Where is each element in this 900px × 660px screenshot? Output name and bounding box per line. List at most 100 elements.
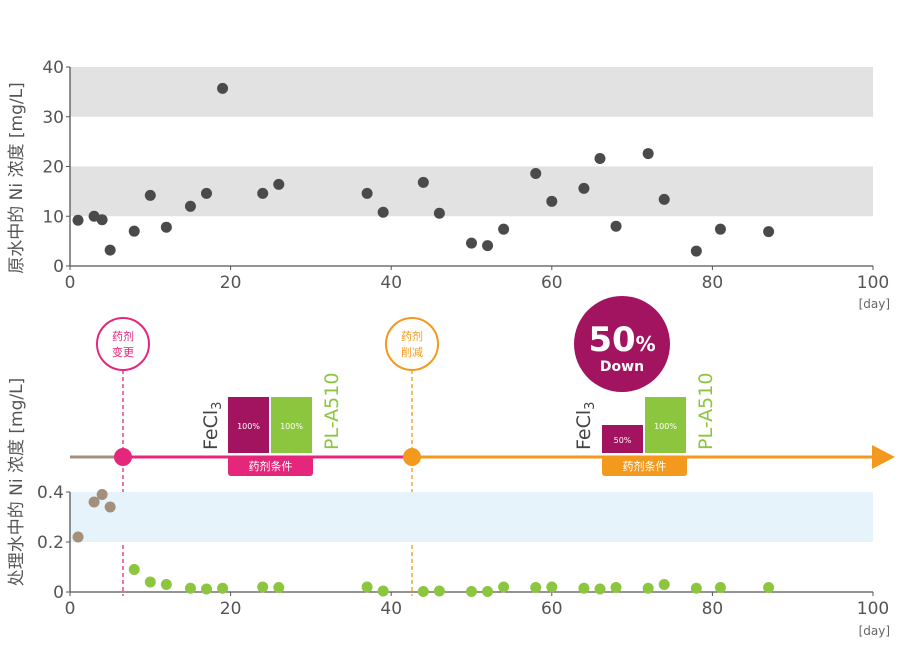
y-tick-label: 0.4	[37, 483, 64, 503]
data-point	[690, 245, 702, 257]
reference-bands	[70, 492, 873, 542]
data-point	[72, 214, 84, 226]
data-point	[217, 582, 229, 594]
data-point	[610, 220, 622, 232]
data-point	[482, 240, 494, 252]
fecl3-label: FeCl3	[200, 402, 225, 450]
data-point	[714, 223, 726, 235]
data-point	[546, 195, 558, 207]
y-axis-label: 原水中的 Ni 浓度 [mg/L]	[7, 82, 27, 273]
event-change-label-2: 变更	[112, 345, 134, 359]
data-point	[72, 531, 84, 543]
data-points	[72, 82, 775, 257]
event-change-label-1: 药剂	[112, 329, 134, 343]
data-point	[257, 581, 269, 593]
y-tick-label: 20	[42, 158, 64, 178]
data-point	[96, 214, 108, 226]
data-point	[578, 582, 590, 594]
y-tick-label: 30	[42, 108, 64, 128]
data-point	[610, 582, 622, 593]
data-point	[144, 576, 156, 588]
reduction-value: 50%	[588, 320, 655, 360]
x-tick-label: 60	[541, 599, 563, 619]
reference-bands	[70, 67, 873, 217]
event-reduce-marker	[403, 448, 421, 466]
reference-band	[70, 492, 873, 542]
data-point	[128, 225, 140, 237]
data-point	[417, 586, 429, 597]
data-point	[530, 582, 542, 593]
condition-badge	[602, 456, 687, 476]
treated-water-chart: 0 0.2 0.4 0 20 40 60 80 100 [day] 处理水中的 Ni 浓度 […	[7, 378, 890, 638]
timeline-arrowhead	[872, 445, 895, 469]
y-tick-labels: 0 10 20 30 40	[42, 58, 64, 277]
data-point	[642, 148, 654, 160]
x-tick-label: 60	[541, 273, 563, 293]
x-tick-label: 100	[857, 599, 889, 619]
data-point	[96, 489, 108, 500]
data-points	[72, 489, 775, 597]
pla510-dose-pct: 100%	[280, 422, 303, 431]
dosing-timeline: 药剂 变更 药剂 削减 FeCl3 100% 100% PL-A510 药剂条件…	[70, 296, 895, 596]
pla510-dose-bar	[271, 397, 312, 453]
y-tick-label: 0	[53, 257, 64, 277]
data-point	[361, 187, 373, 199]
x-tick-label: 0	[65, 599, 76, 619]
raw-water-chart: 0 10 20 30 40 0 20 40 60 80 100 [day] 原水中的 Ni 浓度 …	[7, 58, 890, 311]
axes	[66, 66, 874, 270]
data-point	[763, 582, 775, 593]
data-point	[690, 582, 702, 594]
y-tick-labels: 0 0.2 0.4	[37, 483, 64, 603]
data-point	[273, 178, 285, 190]
y-tick-label: 10	[42, 207, 64, 227]
data-point	[714, 582, 726, 593]
data-point	[498, 581, 510, 593]
reduction-callout: 50% Down	[574, 296, 670, 392]
data-point	[642, 582, 654, 594]
fecl3-dose-bar	[602, 425, 643, 453]
data-point	[104, 244, 116, 256]
data-point	[530, 167, 542, 179]
data-point	[578, 182, 590, 194]
x-tick-label: 80	[702, 599, 724, 619]
dosing-condition-2: FeCl3 50% 100% PL-A510 药剂条件	[573, 373, 717, 476]
data-point	[160, 221, 172, 233]
data-point	[88, 496, 100, 508]
data-point	[433, 207, 445, 219]
data-point	[377, 206, 389, 218]
data-point	[433, 585, 445, 597]
x-tick-label: 80	[702, 273, 724, 293]
data-point	[217, 82, 229, 94]
y-tick-label: 0	[53, 583, 64, 603]
pla510-label: PL-A510	[695, 373, 717, 450]
data-point	[498, 223, 510, 235]
data-point	[466, 586, 477, 597]
x-tick-labels: 0 20 40 60 80 100	[65, 273, 890, 293]
dosing-condition-1: FeCl3 100% 100% PL-A510 药剂条件	[200, 373, 343, 476]
data-point	[160, 579, 172, 590]
data-point	[546, 581, 558, 593]
data-point	[361, 581, 373, 593]
data-point	[763, 226, 775, 238]
x-tick-label: 40	[380, 599, 402, 619]
pla510-label: PL-A510	[321, 373, 343, 450]
condition-badge-label: 药剂条件	[249, 459, 293, 473]
data-point	[128, 564, 140, 575]
event-reduce-bubble	[385, 317, 439, 371]
data-point	[184, 582, 196, 594]
data-point	[377, 585, 389, 597]
fecl3-dose-bar	[228, 397, 269, 453]
x-unit-label: [day]	[859, 624, 890, 638]
reference-band	[70, 67, 873, 117]
x-tick-label: 20	[220, 599, 242, 619]
data-point	[594, 583, 606, 595]
reduction-callout-circle	[574, 296, 670, 392]
x-tick-label: 20	[220, 273, 242, 293]
data-point	[466, 237, 477, 249]
data-point	[482, 586, 494, 597]
y-tick-label: 40	[42, 58, 64, 78]
data-point	[104, 501, 116, 513]
data-point	[144, 189, 156, 201]
data-point	[273, 582, 285, 593]
x-tick-label: 0	[65, 273, 76, 293]
